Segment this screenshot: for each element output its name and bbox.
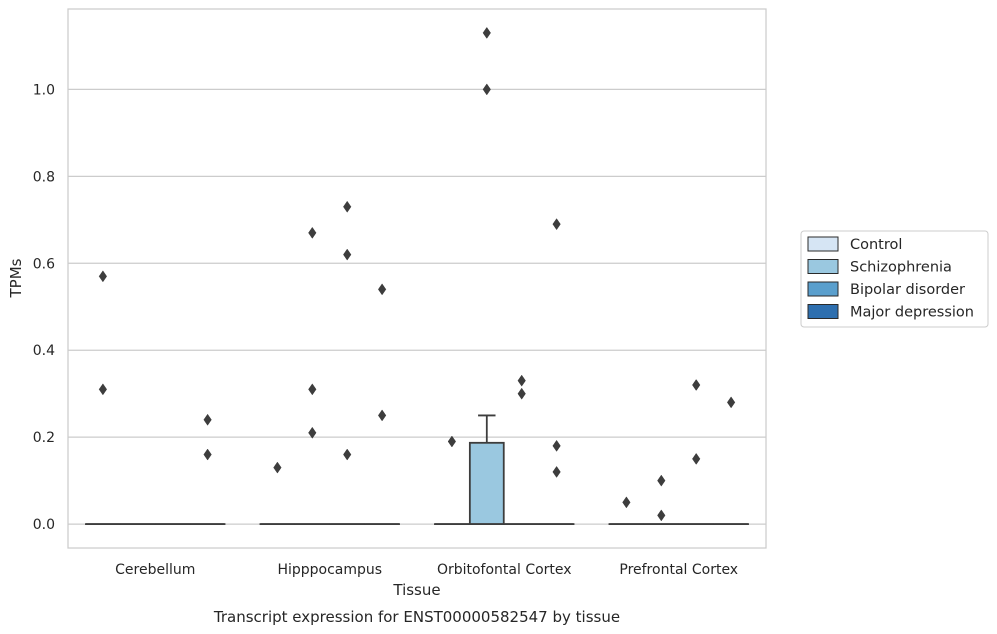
outlier-point (552, 218, 561, 231)
outlier-point (622, 496, 631, 509)
outlier-point (308, 226, 317, 239)
y-tick-label: 0.6 (33, 256, 55, 272)
outlier-point (308, 426, 317, 439)
outlier-point (203, 448, 212, 461)
box (468, 441, 505, 525)
legend-label: Schizophrenia (850, 260, 952, 276)
box-groups (85, 26, 749, 526)
x-axis-label: Tissue (392, 581, 440, 599)
outlier-point (203, 413, 212, 426)
legend-swatch (807, 281, 839, 297)
outlier-point (692, 379, 701, 391)
outlier-point (98, 383, 108, 396)
box-group (329, 200, 366, 526)
y-tick-label: 1.0 (33, 82, 55, 98)
outlier-point (343, 200, 352, 213)
outlier-point (308, 383, 317, 396)
x-tick-labels: Cerebellum Hipppocampus Orbitofontal Corte… (115, 562, 738, 578)
y-tick-label: 0.8 (33, 169, 55, 185)
y-tick-label: 0.4 (33, 343, 55, 359)
legend-frame (800, 230, 989, 328)
outlier-point (552, 439, 561, 452)
x-tick-label: Hipppocampus (277, 562, 382, 578)
box-group (643, 474, 680, 526)
outlier-point (517, 374, 526, 387)
x-tick-label: Cerebellum (115, 562, 195, 578)
box-group (364, 283, 400, 526)
x-tick-label: Prefrontal Cortex (619, 562, 738, 578)
box-group (434, 435, 470, 526)
y-tick-label: 0.0 (33, 517, 55, 533)
outlier-point (343, 248, 352, 261)
y-tick-label: 0.2 (33, 430, 55, 446)
legend-label: Major depression (850, 305, 974, 321)
box-group (713, 396, 749, 526)
outlier-point (726, 396, 736, 409)
legend-swatch (807, 304, 839, 319)
box-group (468, 26, 505, 525)
box-group (678, 379, 715, 526)
outlier-point (377, 409, 387, 422)
outlier-point (98, 270, 108, 283)
outlier-point (447, 435, 457, 448)
legend-swatch (807, 236, 839, 252)
outlier-point (377, 283, 387, 296)
outlier-point (692, 452, 701, 465)
box-group (538, 218, 575, 526)
outlier-point (657, 474, 666, 487)
box-group (503, 374, 540, 526)
box-group (608, 496, 645, 526)
plot-background (68, 9, 766, 548)
y-tick-labels: 0.0 0.2 0.4 0.6 0.8 1.0 (33, 82, 55, 533)
box-group (189, 413, 226, 526)
outlier-point (482, 26, 491, 39)
outlier-point (517, 387, 526, 400)
y-axis-label: TPMs (7, 258, 25, 298)
outlier-point (657, 509, 666, 522)
box-group (85, 270, 121, 526)
outlier-point (273, 461, 282, 474)
chart-title: Transcript expression for ENST0000058254… (213, 608, 620, 626)
outlier-point (482, 83, 491, 96)
x-tick-label: Orbitofontal Cortex (437, 562, 572, 578)
box-group (294, 226, 331, 526)
legend-label: Bipolar disorder (850, 282, 965, 298)
legend-entries: Control Schizophrenia Bipolar disorder Majo… (807, 236, 974, 321)
outlier-point (343, 448, 352, 461)
box-group (259, 461, 296, 526)
legend: Control Schizophrenia Bipolar disorder Majo… (800, 230, 989, 328)
legend-swatch (807, 259, 839, 274)
plot-frame (67, 8, 767, 549)
legend-label: Control (850, 237, 902, 253)
outlier-point (552, 465, 561, 478)
